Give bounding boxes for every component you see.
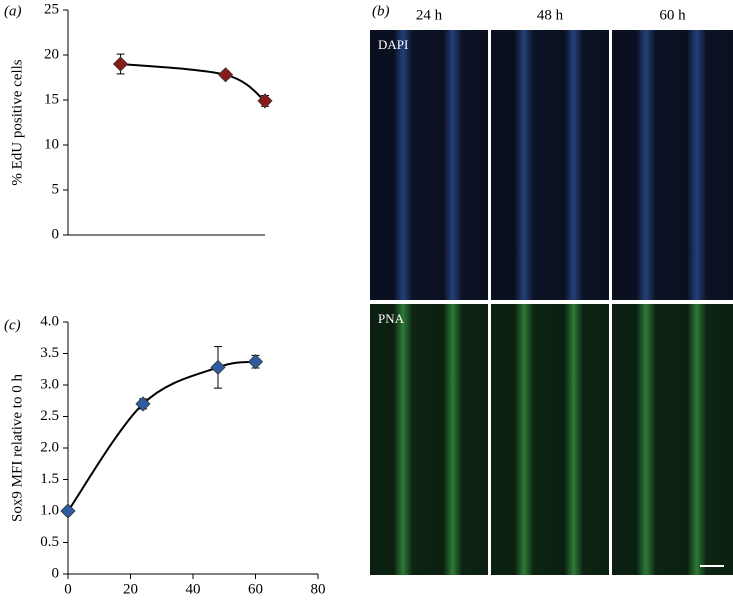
x-tick-label: 60 — [248, 581, 263, 597]
micrograph — [370, 30, 488, 300]
micrograph — [612, 30, 733, 300]
marker — [60, 503, 76, 519]
marker — [218, 67, 234, 83]
row-label: PNA — [378, 311, 405, 326]
row-label: DAPI — [378, 37, 408, 52]
marker — [257, 93, 273, 109]
column-label: 60 h — [659, 7, 686, 23]
x-tick-label: 0 — [64, 581, 72, 597]
curve — [120, 63, 266, 102]
column-label: 24 h — [416, 7, 443, 23]
y-tick-label: 0.5 — [40, 534, 59, 550]
column-label: 48 h — [537, 7, 564, 23]
marker — [112, 56, 129, 72]
y-axis-label: Sox9 MFI relative to 0 h — [9, 374, 25, 522]
y-tick-label: 25 — [44, 1, 59, 17]
panel-label: (c) — [4, 317, 21, 333]
y-tick-label: 0 — [52, 226, 60, 242]
micrograph — [491, 30, 609, 300]
panel-label: (b) — [372, 3, 390, 19]
x-tick-label: 40 — [186, 581, 201, 597]
y-tick-label: 10 — [44, 136, 59, 152]
y-tick-label: 1.5 — [40, 471, 59, 487]
micrograph — [491, 304, 609, 575]
y-tick-label: 3.0 — [40, 376, 59, 392]
y-tick-label: 20 — [44, 46, 59, 62]
y-tick-label: 2.0 — [40, 439, 59, 455]
y-tick-label: 15 — [44, 91, 59, 107]
y-axis-label: % EdU positive cells — [9, 59, 25, 185]
x-tick-label: 80 — [311, 581, 326, 597]
y-tick-label: 5 — [52, 181, 60, 197]
curve — [67, 360, 256, 512]
marker — [135, 396, 151, 412]
micrograph — [612, 304, 733, 575]
micrograph — [370, 304, 488, 575]
panel-label: (a) — [4, 3, 22, 19]
y-tick-label: 1.0 — [40, 502, 59, 518]
marker — [247, 354, 264, 370]
y-tick-label: 0 — [52, 565, 60, 581]
y-tick-label: 2.5 — [40, 408, 59, 424]
x-tick-label: 20 — [123, 581, 138, 597]
y-tick-label: 4.0 — [40, 313, 59, 329]
y-tick-label: 3.5 — [40, 345, 59, 361]
marker — [210, 359, 226, 375]
